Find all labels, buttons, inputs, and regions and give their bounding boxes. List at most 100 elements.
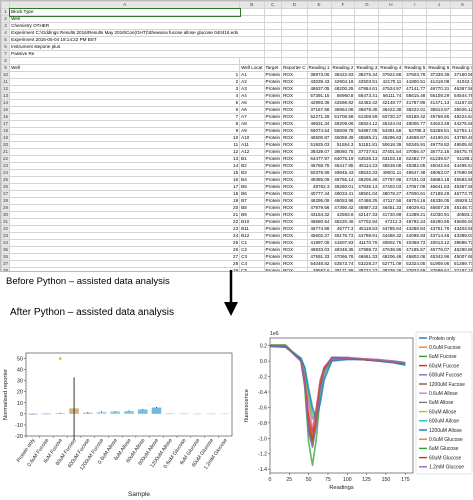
sheet-cell[interactable] [263, 22, 283, 30]
sheet-cell[interactable]: 26 [9, 246, 241, 254]
sheet-cell[interactable] [450, 8, 472, 16]
sheet-cell[interactable] [9, 57, 241, 65]
sheet-cell[interactable]: 42503.61 [354, 78, 380, 86]
sheet-cell[interactable]: 56473.41 [354, 92, 380, 100]
sheet-cell[interactable]: Protein [263, 155, 283, 163]
sheet-cell[interactable]: Experiment C:\Gddings Results 2016\Resul… [9, 29, 240, 37]
sheet-cell[interactable]: 9 [9, 127, 241, 135]
sheet-cell[interactable]: 55108.29 [426, 92, 452, 100]
sheet-cell[interactable] [378, 57, 404, 65]
sheet-cell[interactable]: 41997.08 [306, 239, 332, 247]
sheet-cell[interactable]: 48833.03 [306, 246, 332, 254]
sheet-cell[interactable] [402, 43, 428, 51]
sheet-cell[interactable]: ROX [281, 183, 308, 191]
sheet-cell[interactable]: Passive Re [9, 50, 240, 58]
sheet-cell[interactable]: 20 [9, 204, 241, 212]
sheet-cell[interactable] [354, 50, 380, 58]
sheet-cell[interactable]: 47835.13 [354, 183, 380, 191]
sheet-cell[interactable]: 47600.61 [402, 190, 428, 198]
sheet-cell[interactable]: 50618.39 [378, 141, 404, 149]
sheet-cell[interactable]: 45342.96 [426, 253, 452, 261]
sheet-cell[interactable]: 46500.87 [306, 134, 332, 142]
sheet-cell[interactable]: A9 [239, 127, 265, 135]
sheet-cell[interactable]: 45006.77 [402, 120, 428, 128]
sheet-cell[interactable]: ROX [281, 162, 308, 170]
sheet-cell[interactable]: Protein [263, 260, 283, 268]
sheet-cell[interactable]: 21 [9, 211, 241, 219]
row-number[interactable]: 38 [1, 267, 11, 271]
sheet-cell[interactable]: 48637.05 [306, 85, 332, 93]
sheet-cell[interactable] [354, 43, 380, 51]
sheet-cell[interactable]: 44785.64 [378, 225, 404, 233]
sheet-cell[interactable]: Protein [263, 71, 283, 79]
row-number[interactable]: 25 [1, 176, 11, 184]
sheet-cell[interactable]: 38439.07 [306, 148, 332, 156]
sheet-cell[interactable]: ROX [281, 141, 308, 149]
sheet-cell[interactable]: 41607.83 [330, 239, 356, 247]
sheet-cell[interactable] [402, 57, 428, 65]
sheet-cell[interactable]: 53259.81 [426, 127, 452, 135]
sheet-cell[interactable]: B9 [239, 211, 265, 219]
sheet-cell[interactable]: Protein [263, 239, 283, 247]
sheet-cell[interactable]: 47057.09 [402, 183, 428, 191]
sheet-cell[interactable]: 42993.36 [306, 99, 332, 107]
sheet-cell[interactable]: 46029.61 [402, 204, 428, 212]
header-cell[interactable]: Reading 6 [426, 64, 452, 72]
sheet-cell[interactable]: ROX [281, 253, 308, 261]
sheet-cell[interactable] [263, 29, 283, 37]
row-number[interactable]: 11 [1, 78, 11, 86]
sheet-cell[interactable]: 39587.6 [306, 267, 332, 271]
sheet-cell[interactable]: 56074.54 [306, 127, 332, 135]
header-cell[interactable]: Well [9, 64, 241, 72]
sheet-cell[interactable] [281, 57, 308, 65]
sheet-cell[interactable]: 45042.64 [426, 162, 452, 170]
sheet-cell[interactable]: 46704.16 [402, 197, 428, 205]
sheet-cell[interactable]: 55509.78 [330, 127, 356, 135]
sheet-cell[interactable]: 46887.23 [354, 204, 380, 212]
sheet-cell[interactable]: 51554.3 [330, 141, 356, 149]
sheet-cell[interactable] [426, 57, 452, 65]
sheet-cell[interactable]: 44495.53 [450, 162, 472, 170]
sheet-cell[interactable]: 47066.76 [330, 253, 356, 261]
sheet-cell[interactable]: 36954.08 [330, 106, 356, 114]
sheet-cell[interactable]: 13 [9, 155, 241, 163]
sheet-cell[interactable]: 53228.27 [354, 260, 380, 268]
sheet-cell[interactable]: 38060.75 [330, 148, 356, 156]
sheet-cell[interactable]: 51181.81 [354, 141, 380, 149]
sheet-cell[interactable]: 54048.82 [306, 260, 332, 268]
row-number[interactable]: 28 [1, 197, 11, 205]
row-number[interactable]: 27 [1, 190, 11, 198]
sheet-cell[interactable] [330, 36, 356, 44]
sheet-cell[interactable]: 36422.38 [378, 106, 404, 114]
sheet-cell[interactable] [450, 15, 472, 23]
sheet-cell[interactable]: 43750.46 [450, 134, 472, 142]
sheet-cell[interactable]: 46397.58 [450, 85, 472, 93]
sheet-cell[interactable]: 37150.55 [450, 71, 472, 79]
sheet-cell[interactable]: 50720.27 [378, 113, 404, 121]
sheet-cell[interactable]: 47638.86 [378, 246, 404, 254]
sheet-cell[interactable]: B8 [239, 204, 265, 212]
row-number[interactable]: 4 [1, 29, 11, 37]
sheet-cell[interactable]: C1 [239, 239, 265, 247]
sheet-cell[interactable]: ROX [281, 92, 308, 100]
sheet-cell[interactable]: 57391.15 [306, 92, 332, 100]
sheet-cell[interactable]: 41800.51 [402, 78, 428, 86]
sheet-cell[interactable]: 46661.33 [354, 253, 380, 261]
sheet-cell[interactable]: 45424.04 [378, 120, 404, 128]
sheet-cell[interactable]: B5 [239, 183, 265, 191]
sheet-cell[interactable] [450, 36, 472, 44]
row-number[interactable]: 37 [1, 260, 11, 268]
sheet-cell[interactable]: 51925.03 [306, 141, 332, 149]
sheet-cell[interactable]: 42148.77 [378, 99, 404, 107]
sheet-cell[interactable]: 40777.44 [306, 190, 332, 198]
sheet-cell[interactable]: 51908.06 [426, 260, 452, 268]
sheet-cell[interactable] [263, 36, 283, 44]
sheet-cell[interactable]: 53798.3 [402, 127, 428, 135]
sheet-cell[interactable]: A3 [239, 85, 265, 93]
sheet-cell[interactable]: Well [9, 15, 240, 23]
sheet-cell[interactable]: 36878.35 [354, 106, 380, 114]
row-number[interactable]: 16 [1, 113, 11, 121]
sheet-cell[interactable]: 24 [9, 232, 241, 240]
row-number[interactable]: 14 [1, 99, 11, 107]
sheet-cell[interactable]: 50188.42 [402, 113, 428, 121]
